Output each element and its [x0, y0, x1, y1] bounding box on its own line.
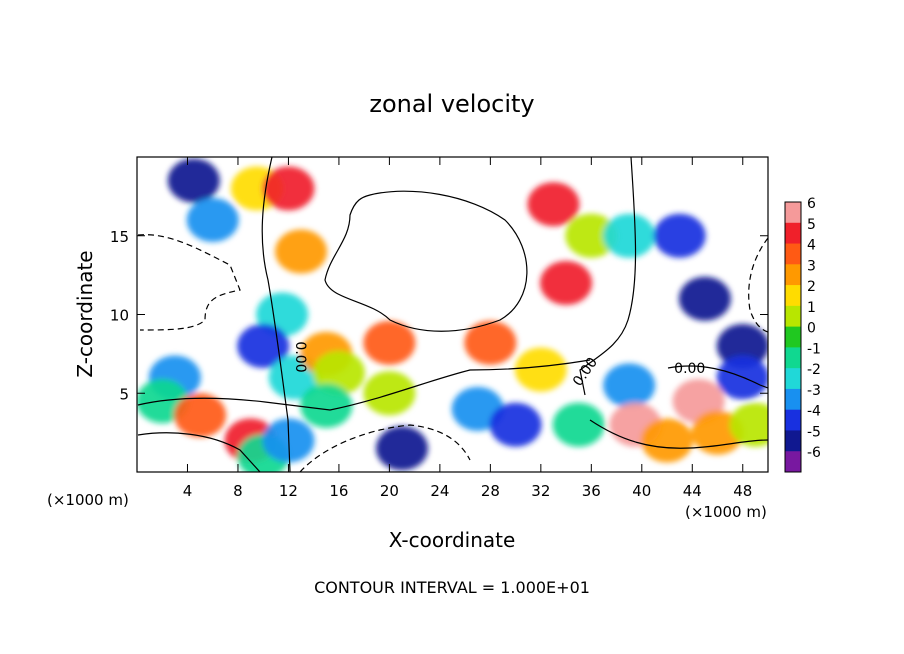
x-unit-right: (×1000 m): [685, 503, 767, 521]
contour-label-0: 0.00: [292, 341, 308, 372]
contour-line-dashed-left: [137, 234, 241, 331]
colorbar-label-5: 1: [807, 300, 816, 316]
x-tick-label-9: 40: [632, 482, 651, 500]
field-sample-25: [300, 383, 353, 428]
contour-line-zero-middle: [579, 157, 637, 396]
field-sample-9: [312, 350, 365, 395]
field-sample-1: [186, 198, 239, 242]
colorbar-label-9: -3: [807, 383, 821, 399]
colorbar-swatch-1: [785, 222, 801, 245]
colorbar-swatch-11: [785, 430, 801, 452]
field-sample-29: [489, 402, 542, 447]
field-sample-0: [167, 158, 220, 203]
field-sample-33: [641, 418, 694, 463]
colorbar-swatch-10: [785, 409, 801, 431]
field-sample-12: [540, 261, 593, 305]
field-sample-16: [653, 213, 706, 258]
colorbar-label-6: 0: [807, 321, 816, 337]
x-tick-label-11: 48: [733, 482, 752, 500]
colorbar-swatch-7: [785, 347, 801, 369]
contour-line-right-lower: [589, 419, 768, 449]
y-axis-ticks: 5 10 15: [110, 228, 768, 403]
x-tick-label-6: 28: [481, 482, 500, 500]
contour-lines: [137, 157, 768, 472]
field-sample-17: [678, 276, 731, 321]
field-sample-13: [527, 182, 580, 227]
colorbar-label-4: 2: [807, 279, 816, 295]
contour-line-low-level: [137, 359, 591, 411]
field-sample-30: [552, 402, 605, 447]
x-tick-label-5: 24: [430, 482, 449, 500]
field-sample-15: [603, 213, 656, 258]
contour-interval-note: CONTOUR INTERVAL = 1.000E+01: [314, 578, 590, 597]
colorbar-swatch-6: [785, 326, 801, 348]
field-sample-26: [363, 371, 416, 416]
x-unit-left: (×1000 m): [47, 491, 129, 509]
x-tick-label-4: 20: [380, 482, 399, 500]
colorbar-frame: [784, 201, 802, 473]
contour-line-lower-left: [137, 432, 261, 472]
x-axis-ticks: 4 8 12 16 20 24 28 32 36 40 44 48: [183, 157, 752, 500]
field-sample-38: [376, 426, 429, 471]
field-sample-37: [729, 402, 768, 447]
field-sample-31: [603, 363, 656, 408]
y-tick-label-1: 10: [110, 307, 129, 325]
field-sample-21: [174, 393, 227, 438]
colorbar: 6 5 4 3 2 1 0 -1 -2 -3 -4 -5 -6: [784, 196, 821, 473]
x-tick-label-2: 12: [279, 482, 298, 500]
x-tick-label-7: 32: [531, 482, 550, 500]
x-tick-label-1: 8: [233, 482, 243, 500]
contour-line-dashed-bottom: [299, 424, 471, 472]
x-tick-label-10: 44: [683, 482, 702, 500]
colorbar-label-12: -6: [807, 445, 821, 461]
contour-line-zero-left: [261, 157, 291, 472]
colorbar-swatch-8: [785, 368, 801, 390]
x-tick-label-0: 4: [183, 482, 193, 500]
y-tick-label-2: 15: [110, 228, 129, 246]
contour-line-right: [667, 365, 768, 389]
field-sample-39: [514, 347, 567, 392]
field-sample-4: [275, 229, 328, 274]
x-tick-label-3: 16: [329, 482, 348, 500]
y-tick-label-0: 5: [119, 385, 129, 403]
colorbar-swatch-4: [785, 285, 801, 307]
field-sample-10: [363, 320, 416, 365]
field-sample-14: [565, 213, 618, 258]
chart-title: zonal velocity: [369, 90, 534, 118]
x-tick-label-8: 36: [582, 482, 601, 500]
field-sample-18: [716, 324, 768, 368]
field-sample-3: [262, 166, 315, 211]
colorbar-swatch-5: [785, 305, 801, 328]
y-axis-label: Z-coordinate: [73, 250, 97, 377]
contour-label-2: 0.00: [674, 361, 705, 377]
colorbar-label-0: 6: [807, 196, 816, 212]
colorbar-label-7: -1: [807, 341, 821, 357]
colorbar-label-11: -5: [807, 424, 821, 440]
colorbar-swatch-0: [785, 202, 801, 224]
colorbar-swatch-12: [785, 451, 801, 473]
field-sample-11: [464, 320, 517, 365]
colorbar-label-2: 4: [807, 238, 816, 254]
contour-line-upper-region: [324, 190, 528, 332]
colorbar-label-1: 5: [807, 217, 816, 233]
colorbar-label-8: -2: [807, 362, 821, 378]
colorbar-swatch-9: [785, 388, 801, 411]
colorbar-label-3: 3: [807, 258, 816, 274]
colorbar-label-10: -4: [807, 404, 821, 420]
colorbar-swatch-2: [785, 243, 801, 265]
plot-area: 0.00 0.00 0.00: [137, 157, 768, 472]
x-axis-label: X-coordinate: [389, 528, 516, 552]
colorbar-swatch-3: [785, 264, 801, 286]
